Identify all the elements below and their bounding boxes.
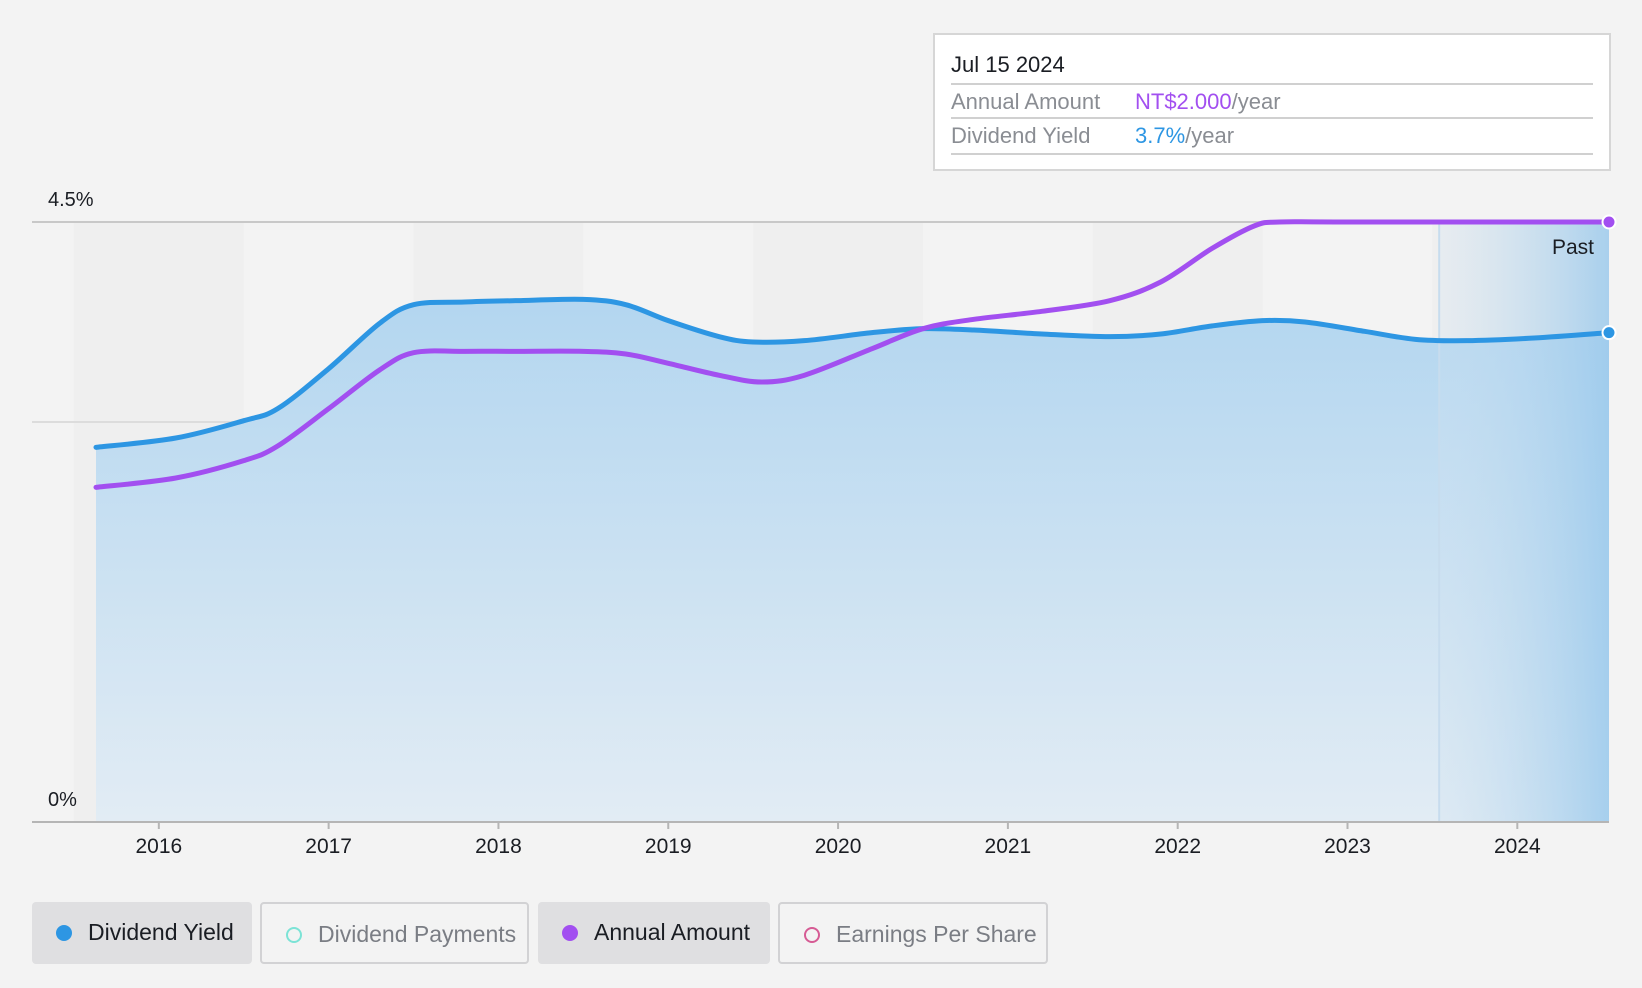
dividend-payments-ring-icon xyxy=(286,927,302,943)
x-tick-label: 2017 xyxy=(305,835,352,858)
x-tick-label: 2021 xyxy=(985,835,1032,858)
tooltip-annual-amount-label: Annual Amount xyxy=(951,89,1101,114)
earnings-per-share-ring-icon xyxy=(804,927,820,943)
x-tick-label: 2016 xyxy=(135,835,182,858)
legend-dividend-payments-label: Dividend Payments xyxy=(318,921,517,947)
legend-annual-amount-button[interactable]: Annual Amount xyxy=(538,902,770,964)
annual-amount-end-marker xyxy=(1601,214,1617,230)
tooltip-dividend-yield-row: Dividend Yield 3.7%/year xyxy=(951,117,1593,155)
past-label: Past xyxy=(1552,236,1594,259)
dividend-yield-end-marker xyxy=(1601,325,1617,341)
x-tick-label: 2024 xyxy=(1494,835,1541,858)
tooltip-dividend-yield-label: Dividend Yield xyxy=(951,123,1091,148)
dividend-yield-line xyxy=(93,296,1612,450)
legend-dividend-payments-button[interactable]: Dividend Payments xyxy=(260,902,529,964)
y-tick-label-min: 0% xyxy=(48,789,77,811)
past-region xyxy=(1439,222,1609,822)
dividend-yield-dot-icon xyxy=(56,925,72,941)
tooltip-dividend-yield-value: 3.7%/year xyxy=(1135,123,1235,148)
x-tick-label: 2023 xyxy=(1324,835,1371,858)
tooltip-annual-amount-value: NT$2.000/year xyxy=(1135,89,1281,114)
legend-annual-amount-label: Annual Amount xyxy=(594,919,751,945)
legend-earnings-per-share-label: Earnings Per Share xyxy=(836,921,1037,947)
legend-earnings-per-share-button[interactable]: Earnings Per Share xyxy=(778,902,1048,964)
tooltip-date: Jul 15 2024 xyxy=(951,52,1065,77)
annual-amount-dot-icon xyxy=(562,925,578,941)
y-tick-label-max: 4.5% xyxy=(48,189,94,211)
tooltip-annual-amount-row: Annual Amount NT$2.000/year xyxy=(951,83,1593,119)
x-tick-label: 2019 xyxy=(645,835,692,858)
x-tick-label: 2020 xyxy=(815,835,862,858)
dividend-yield-area xyxy=(96,299,1609,823)
tooltip-box: Jul 15 2024 Annual Amount NT$2.000/year … xyxy=(933,33,1611,171)
x-tick-label: 2022 xyxy=(1154,835,1201,858)
annual-amount-line xyxy=(93,219,1612,490)
legend-dividend-yield-label: Dividend Yield xyxy=(88,919,234,945)
x-tick-label: 2018 xyxy=(475,835,522,858)
legend-dividend-yield-button[interactable]: Dividend Yield xyxy=(32,902,252,964)
